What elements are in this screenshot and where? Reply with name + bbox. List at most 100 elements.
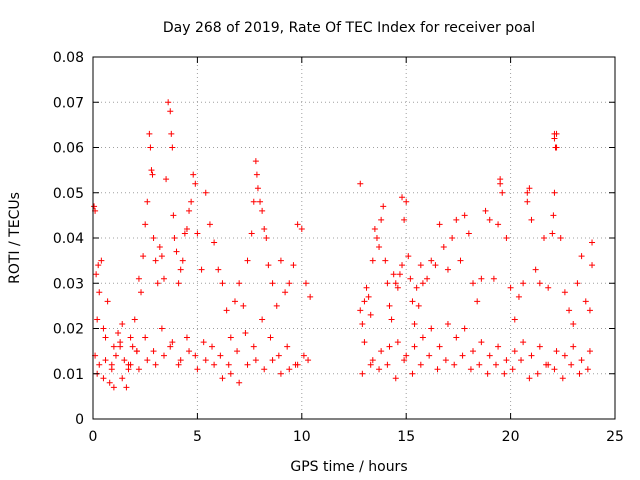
data-point bbox=[175, 361, 182, 368]
data-point bbox=[369, 357, 376, 364]
data-point bbox=[403, 352, 410, 359]
data-point bbox=[110, 343, 117, 350]
data-point bbox=[225, 361, 232, 368]
data-point bbox=[373, 235, 380, 241]
data-point bbox=[177, 266, 184, 273]
data-point bbox=[568, 361, 575, 368]
data-point bbox=[386, 302, 393, 309]
data-point bbox=[206, 221, 213, 228]
data-point bbox=[426, 352, 433, 359]
data-point bbox=[524, 198, 531, 205]
data-point bbox=[131, 316, 138, 323]
data-point bbox=[553, 144, 560, 151]
data-point bbox=[202, 189, 209, 196]
data-point bbox=[384, 280, 391, 287]
data-point bbox=[173, 248, 180, 255]
data-point bbox=[250, 198, 257, 205]
data-point bbox=[179, 257, 186, 264]
data-point bbox=[149, 171, 156, 178]
data-point bbox=[436, 343, 443, 350]
data-point bbox=[168, 130, 175, 137]
data-point bbox=[518, 357, 525, 364]
data-point bbox=[135, 366, 142, 373]
data-point bbox=[495, 221, 502, 228]
data-point bbox=[470, 348, 477, 355]
data-point bbox=[482, 207, 489, 214]
y-tick-label: 0.02 bbox=[53, 322, 84, 338]
data-point bbox=[396, 271, 403, 278]
data-point bbox=[428, 325, 435, 332]
data-point bbox=[138, 289, 145, 296]
data-point bbox=[520, 280, 527, 287]
data-point bbox=[536, 280, 543, 287]
data-point bbox=[250, 343, 257, 350]
data-point bbox=[453, 334, 460, 341]
data-point bbox=[156, 244, 163, 251]
y-tick-label: 0 bbox=[75, 412, 84, 428]
data-point bbox=[269, 357, 276, 364]
data-point bbox=[376, 366, 383, 373]
data-point bbox=[415, 302, 422, 309]
data-point bbox=[405, 253, 412, 260]
data-point bbox=[302, 280, 309, 287]
data-point bbox=[254, 185, 261, 192]
data-point bbox=[566, 307, 573, 314]
data-point bbox=[411, 343, 418, 350]
data-point bbox=[486, 216, 493, 223]
data-point bbox=[526, 375, 533, 382]
data-point bbox=[449, 235, 456, 241]
data-point bbox=[219, 280, 226, 287]
y-tick-label: 0.07 bbox=[53, 95, 84, 111]
data-point bbox=[561, 352, 568, 359]
data-point bbox=[582, 298, 589, 305]
data-point bbox=[367, 361, 374, 368]
data-point bbox=[478, 339, 485, 346]
data-point bbox=[484, 370, 491, 377]
data-point bbox=[528, 216, 535, 223]
data-point bbox=[142, 221, 149, 228]
data-point bbox=[95, 262, 102, 269]
data-point bbox=[192, 352, 199, 359]
data-point bbox=[586, 348, 593, 355]
data-point bbox=[259, 316, 266, 323]
data-point bbox=[461, 212, 468, 219]
data-point bbox=[135, 275, 142, 282]
data-point bbox=[300, 352, 307, 359]
data-point bbox=[578, 253, 585, 260]
data-point bbox=[144, 198, 151, 205]
x-axis-label: GPS time / hours bbox=[290, 459, 407, 475]
data-point bbox=[142, 334, 149, 341]
data-point bbox=[413, 284, 420, 291]
data-point bbox=[121, 357, 128, 364]
data-point bbox=[257, 198, 264, 205]
data-point bbox=[357, 180, 364, 187]
data-point bbox=[440, 244, 447, 251]
data-point bbox=[119, 320, 126, 327]
y-tick-label: 0.06 bbox=[53, 141, 84, 157]
chart-title: Day 268 of 2019, Rate Of TEC Index for r… bbox=[163, 20, 535, 36]
y-tick-label: 0.05 bbox=[53, 186, 84, 202]
data-point bbox=[524, 189, 531, 196]
data-point bbox=[369, 257, 376, 264]
data-point bbox=[129, 343, 136, 350]
data-point bbox=[100, 325, 107, 332]
data-point bbox=[424, 275, 431, 282]
data-point bbox=[175, 280, 182, 287]
data-point bbox=[474, 298, 481, 305]
data-point bbox=[520, 339, 527, 346]
data-point bbox=[392, 375, 399, 382]
data-point bbox=[394, 284, 401, 291]
data-point bbox=[160, 352, 167, 359]
data-point bbox=[152, 361, 159, 368]
data-point bbox=[499, 189, 506, 196]
data-point bbox=[94, 316, 101, 323]
data-point bbox=[534, 370, 541, 377]
data-point bbox=[380, 203, 387, 210]
data-point bbox=[158, 325, 165, 332]
data-point bbox=[275, 352, 282, 359]
data-point bbox=[551, 135, 558, 142]
data-point bbox=[545, 284, 552, 291]
data-point bbox=[259, 207, 266, 214]
data-point bbox=[91, 203, 98, 210]
